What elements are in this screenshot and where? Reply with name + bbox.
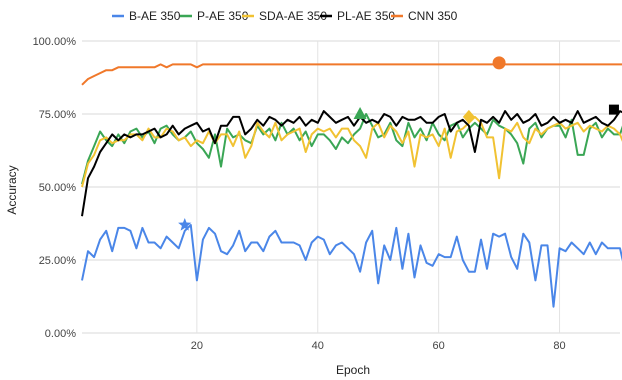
y-axis-title: Accuracy	[5, 165, 19, 214]
x-axis-ticks: 20 40 60 80	[191, 340, 566, 352]
y-tick-label: 50.00%	[39, 182, 77, 194]
series-markers	[178, 56, 619, 231]
series-line-b-ae-350	[81, 224, 622, 308]
star-marker	[178, 218, 192, 231]
diamond-marker	[462, 109, 475, 124]
circle-marker	[492, 56, 506, 70]
x-tick-label: 40	[312, 340, 324, 352]
y-tick-label: 25.00%	[39, 255, 77, 267]
legend-item[interactable]: PL-AE 350	[320, 9, 395, 23]
legend-label: B-AE 350	[129, 9, 181, 23]
series-line-cnn-350	[81, 63, 622, 86]
legend-label: PL-AE 350	[337, 9, 395, 23]
y-tick-label: 75.00%	[39, 109, 77, 121]
series-line-p-ae-350	[81, 113, 622, 185]
legend-label: SDA-AE 350	[259, 9, 327, 23]
gridlines	[82, 40, 620, 334]
x-axis-title: Epoch	[336, 363, 370, 377]
x-tick-label: 20	[191, 340, 203, 352]
series-line-sda-ae-350	[81, 115, 622, 188]
legend-item[interactable]: P-AE 350	[180, 9, 249, 23]
triangle-marker	[353, 107, 367, 119]
series-lines	[81, 63, 622, 308]
legend: B-AE 350 P-AE 350 SDA-AE 350 PL-AE 350 CNN 3…	[112, 9, 458, 23]
legend-label: P-AE 350	[197, 9, 249, 23]
legend-item[interactable]: B-AE 350	[112, 9, 181, 23]
legend-item[interactable]: CNN 350	[391, 9, 458, 23]
legend-label: CNN 350	[408, 9, 458, 23]
y-tick-label: 100.00%	[33, 36, 77, 48]
square-marker	[608, 104, 619, 115]
x-tick-label: 80	[553, 340, 565, 352]
y-tick-label: 0.00%	[45, 328, 76, 340]
legend-item[interactable]: SDA-AE 350	[242, 9, 327, 23]
x-tick-label: 60	[433, 340, 445, 352]
y-axis-ticks: 0.00% 25.00% 50.00% 75.00% 100.00%	[33, 36, 77, 340]
series-line-pl-ae-350	[81, 110, 622, 217]
